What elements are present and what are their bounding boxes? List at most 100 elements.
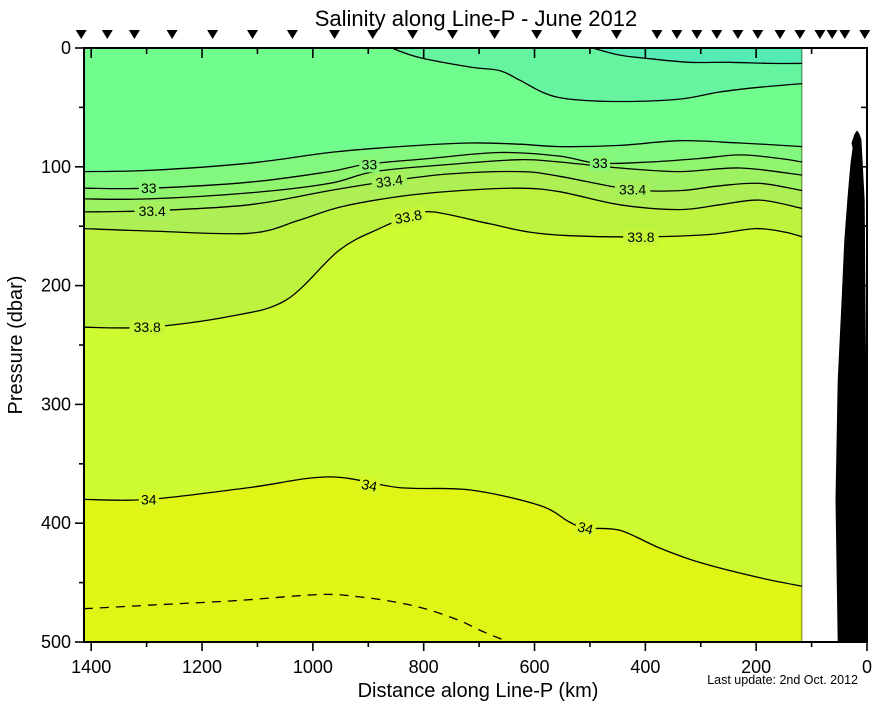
station-marker-icon: [128, 30, 140, 39]
contour-label-text: 33: [362, 156, 378, 172]
contour-label-34: 34: [573, 517, 598, 539]
contour-label-text: 33.4: [619, 181, 646, 197]
contour-label-bg: [589, 155, 610, 172]
contour-label-text: 33.8: [393, 206, 423, 227]
contour-line-33: [84, 151, 803, 190]
station-marker-icon: [651, 30, 663, 39]
contour-line-32.4: [592, 48, 803, 65]
contour-label-text: 33: [592, 155, 608, 171]
contour-label-bg: [614, 181, 651, 198]
station-marker-icon: [101, 30, 113, 39]
contour-label-bg: [359, 156, 380, 173]
y-tick-label: 100: [41, 157, 71, 177]
land-polygon: [835, 130, 867, 642]
axis-tick-labels: 1400 1200 1000 800 600 400 200 0 0 100 200 300 400 50…: [41, 38, 872, 677]
contour-label-text: 33.4: [375, 171, 404, 191]
contour-label-bg: [573, 517, 598, 539]
contour-label-33: 33: [138, 180, 159, 197]
contour-line-33.2: [84, 158, 803, 200]
x-axis-label: Distance along Line-P (km): [358, 680, 599, 702]
station-marker-icon: [207, 30, 219, 39]
contour-label-bg: [129, 319, 165, 336]
station-marker-icon: [531, 30, 543, 39]
contour-label-text: 33: [141, 180, 157, 196]
contour-line-34: [84, 476, 803, 587]
contour-label-33.8: 33.8: [623, 228, 659, 245]
contour-label-33.4: 33.4: [614, 181, 651, 198]
y-tick-label: 500: [41, 632, 71, 652]
contour-label-34: 34: [357, 475, 381, 496]
y-tick-label: 200: [41, 276, 71, 296]
x-tick-label: 800: [409, 657, 439, 677]
contour-label-33: 33: [589, 155, 610, 172]
station-marker-icon: [859, 30, 871, 39]
y-tick-label: 0: [61, 38, 71, 58]
y-tick-label: 400: [41, 513, 71, 533]
contour-lines: [84, 48, 803, 642]
contour-label-bg: [623, 228, 659, 245]
y-tick-label: 300: [41, 394, 71, 414]
station-marker-icon: [367, 30, 379, 39]
chart-title: Salinity along Line-P - June 2012: [315, 6, 637, 31]
contour-label-text: 34: [141, 491, 157, 507]
contour-label-33.4: 33.4: [134, 202, 170, 219]
station-marker-icon: [75, 30, 87, 39]
x-tick-label: 1000: [293, 657, 333, 677]
x-tick-label: 200: [741, 657, 771, 677]
station-marker-icon: [247, 30, 258, 39]
station-marker-icon: [166, 30, 178, 39]
contour-label-bg: [389, 205, 428, 228]
station-marker-icon: [752, 30, 764, 39]
contour-label-bg: [138, 491, 159, 508]
contour-label-33.4: 33.4: [370, 170, 408, 192]
contour-fills: [84, 48, 803, 642]
station-marker-icon: [407, 30, 419, 39]
station-marker-icon: [611, 30, 622, 39]
last-update-note: Last update: 2nd Oct. 2012: [707, 673, 858, 687]
x-tick-label: 600: [519, 657, 549, 677]
contour-label-text: 33.8: [627, 229, 654, 245]
station-marker-icon: [691, 30, 703, 39]
contour-label-text: 33.4: [139, 203, 166, 219]
contour-line-32.6: [391, 48, 803, 103]
station-marker-icon: [814, 30, 826, 39]
x-tick-label: 1400: [71, 657, 111, 677]
contour-label-34: 34: [138, 491, 159, 508]
contour-label-33.8: 33.8: [129, 319, 165, 336]
x-tick-label: 1200: [182, 657, 222, 677]
station-marker-icon: [839, 30, 851, 39]
contour-line-34.2: [84, 593, 510, 642]
contour-label-33: 33: [359, 156, 380, 173]
contour-line-33.4: [84, 170, 803, 213]
station-marker-icon: [774, 30, 786, 39]
station-marker-icon: [794, 30, 806, 39]
station-marker-icon: [286, 30, 298, 39]
contour-line-33.8: [84, 211, 803, 329]
x-tick-label: 0: [862, 657, 872, 677]
station-markers: [75, 30, 871, 39]
land-profile: [835, 130, 867, 642]
contour-line-33.6: [84, 187, 803, 235]
station-marker-icon: [329, 30, 340, 39]
contour-label-bg: [370, 170, 408, 192]
station-marker-icon: [826, 30, 838, 39]
station-marker-icon: [671, 30, 683, 39]
contour-line-32.8: [84, 139, 803, 173]
x-tick-label: 400: [630, 657, 660, 677]
contour-label-33.8: 33.8: [389, 205, 428, 228]
station-marker-icon: [489, 30, 501, 39]
y-axis-label: Pressure (dbar): [5, 276, 27, 415]
station-marker-icon: [732, 30, 744, 39]
contour-label-bg: [134, 202, 170, 219]
contour-label-bg: [357, 475, 381, 496]
station-marker-icon: [711, 30, 723, 39]
axis-ticks: [75, 47, 868, 651]
station-marker-icon: [447, 30, 458, 39]
station-marker-icon: [571, 30, 583, 39]
contour-label-text: 33.8: [134, 319, 161, 335]
contour-label-text: 34: [576, 518, 595, 537]
contour-label-bg: [138, 180, 159, 197]
